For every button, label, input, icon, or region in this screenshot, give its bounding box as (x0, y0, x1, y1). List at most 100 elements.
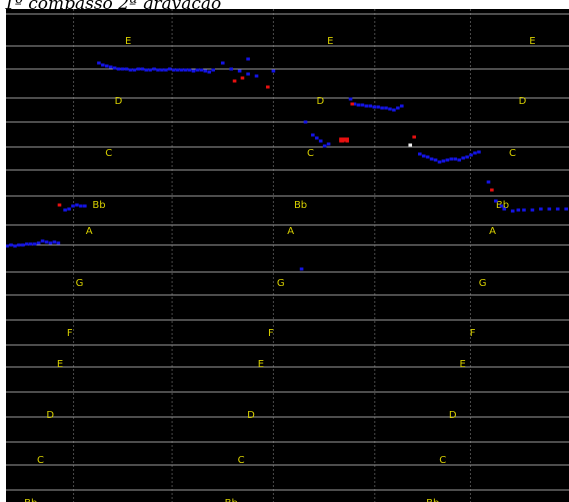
note-label-2-9: C (439, 455, 446, 466)
data-point-0-96 (516, 208, 521, 212)
data-point-0-59 (322, 144, 327, 148)
data-point-0-105 (299, 267, 304, 271)
data-point-0-37 (164, 68, 168, 72)
plot-area: EDCBbAGFEDCBbEDCBbAGFEDCBbEDCBbAGFEDCBb (6, 9, 569, 502)
data-point-0-48 (207, 70, 212, 74)
data-point-0-58 (318, 139, 323, 143)
note-label-0-8: D (46, 410, 54, 421)
data-point-0-29 (132, 68, 137, 72)
note-label-2-7: E (459, 359, 465, 370)
note-label-2-1: D (519, 96, 527, 107)
data-point-0-24 (112, 66, 117, 70)
data-point-0-25 (116, 67, 121, 71)
data-point-0-8 (36, 241, 41, 245)
data-point-0-26 (120, 67, 125, 71)
data-point-0-15 (67, 207, 71, 211)
data-point-0-44 (191, 69, 196, 73)
data-point-0-63 (356, 103, 361, 107)
data-point-0-89 (473, 151, 477, 155)
data-point-1-9 (340, 137, 345, 141)
data-point-0-75 (418, 152, 422, 156)
data-point-0-64 (360, 103, 365, 107)
note-label-0-9: C (37, 455, 44, 466)
data-point-0-42 (183, 68, 188, 72)
data-point-1-1 (232, 79, 237, 83)
data-point-0-76 (421, 154, 426, 158)
note-label-2-4: A (489, 226, 496, 237)
note-label-1-3: Bb (294, 200, 307, 211)
note-label-1-0: E (327, 36, 333, 47)
data-point-1-0 (57, 203, 62, 207)
data-point-0-83 (449, 157, 454, 161)
note-label-0-0: E (125, 36, 131, 47)
data-point-0-33 (148, 68, 152, 72)
note-label-0-4: A (86, 226, 93, 237)
data-point-0-56 (311, 133, 315, 137)
data-point-0-72 (392, 108, 396, 112)
note-label-2-8: D (449, 410, 457, 421)
data-point-1-5 (340, 139, 345, 143)
data-point-0-3 (17, 243, 21, 247)
data-point-0-98 (530, 208, 535, 212)
data-point-0-13 (56, 241, 61, 245)
data-point-1-2 (240, 76, 245, 80)
data-point-0-32 (144, 68, 148, 72)
data-point-0-69 (380, 106, 384, 110)
data-point-0-39 (171, 68, 176, 72)
data-point-0-9 (40, 239, 45, 243)
data-point-0-4 (21, 243, 25, 247)
data-point-1-12 (350, 102, 355, 106)
data-point-0-49 (211, 68, 215, 72)
data-point-0-78 (429, 157, 434, 161)
data-point-0-93 (499, 204, 504, 208)
data-point-0-6 (28, 242, 33, 246)
data-point-0-5 (25, 242, 29, 246)
note-label-1-9: C (238, 455, 245, 466)
data-point-0-12 (52, 240, 57, 244)
data-point-2-0 (408, 143, 413, 147)
data-point-0-47 (203, 69, 208, 73)
data-point-0-67 (372, 105, 377, 109)
data-point-0-95 (510, 209, 515, 213)
note-label-1-4: A (287, 226, 294, 237)
note-label-1-10: Bb (225, 498, 238, 502)
note-label-1-1: D (317, 96, 325, 107)
data-point-0-65 (364, 104, 369, 108)
data-point-0-80 (437, 160, 442, 164)
data-point-0-45 (195, 68, 200, 72)
data-point-0-50 (220, 61, 225, 65)
note-label-2-10: Bb (426, 498, 439, 502)
note-label-2-2: C (509, 148, 516, 159)
data-point-0-82 (445, 158, 450, 162)
data-point-0-92 (494, 199, 498, 203)
data-point-0-102 (564, 207, 568, 211)
note-label-0-7: E (57, 359, 63, 370)
note-label-1-5: G (277, 278, 285, 289)
data-point-1-10 (343, 137, 347, 141)
data-point-0-85 (457, 158, 462, 162)
data-point-0-20 (97, 61, 101, 65)
data-point-0-19 (83, 204, 87, 208)
note-label-0-2: C (105, 148, 112, 159)
data-point-0-104 (271, 69, 276, 73)
note-label-1-6: F (268, 328, 274, 339)
data-point-0-100 (547, 207, 552, 211)
note-label-0-6: F (67, 328, 73, 339)
data-point-0-74 (399, 104, 404, 108)
data-point-1-14 (490, 188, 494, 192)
data-point-0-73 (396, 106, 400, 110)
data-point-0-30 (136, 67, 141, 71)
note-label-0-10: Bb (24, 498, 37, 502)
data-point-0-38 (168, 67, 172, 71)
note-label-1-7: E (258, 359, 264, 370)
data-point-0-91 (486, 180, 491, 184)
data-point-1-13 (412, 135, 416, 139)
data-point-0-17 (75, 203, 79, 207)
data-point-1-7 (345, 139, 349, 143)
data-point-0-66 (368, 104, 373, 108)
note-label-1-8: D (247, 410, 255, 421)
note-label-0-3: Bb (92, 200, 105, 211)
data-point-0-46 (199, 68, 204, 72)
data-point-0-81 (441, 159, 446, 163)
data-point-0-36 (160, 68, 164, 72)
